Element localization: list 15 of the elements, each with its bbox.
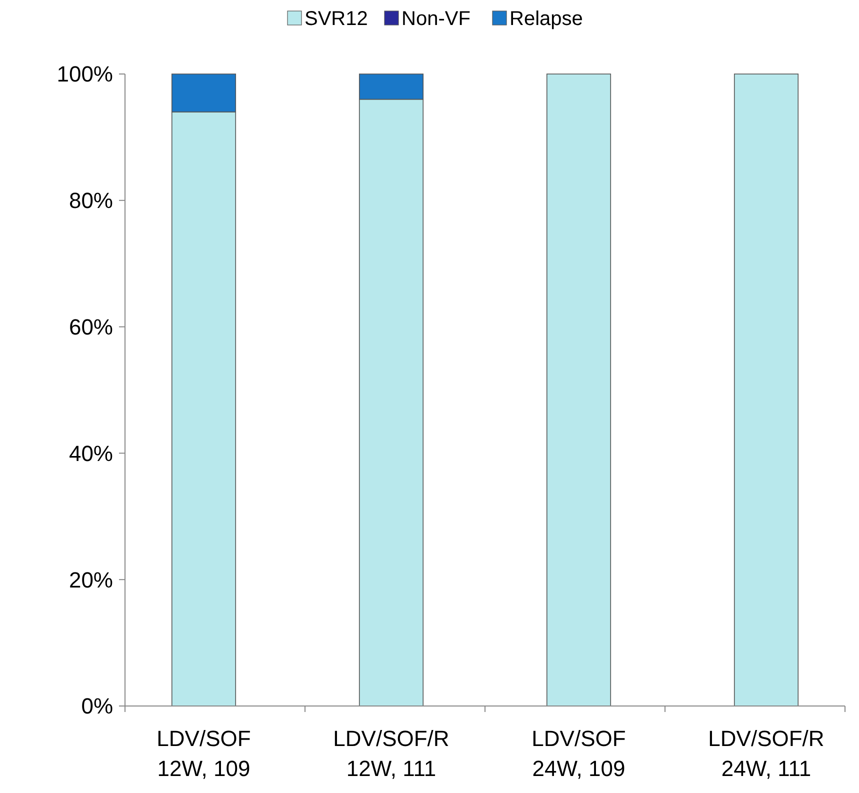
y-tick-label: 20% (68, 567, 113, 592)
x-tick-label: LDV/SOF/R 24W, 111 (708, 726, 824, 781)
y-tick-label: 40% (68, 440, 113, 466)
y-tick-label: 0% (81, 694, 113, 719)
legend-label: Relapse (510, 8, 583, 30)
x-tick-label: LDV/SOF 24W, 109 (532, 726, 626, 781)
bar (734, 74, 799, 706)
bar (546, 74, 612, 706)
x-tick-label: LDV/SOF 12W, 109 (156, 726, 251, 781)
y-tick-label: 80% (68, 188, 113, 214)
legend-label: Non-VF (402, 8, 470, 30)
y-tick-label: 60% (68, 314, 113, 340)
y-tick-label: 100% (56, 62, 113, 87)
legend-label: SVR12 (304, 8, 368, 30)
x-tick-label: LDV/SOF/R 12W, 111 (333, 726, 450, 781)
